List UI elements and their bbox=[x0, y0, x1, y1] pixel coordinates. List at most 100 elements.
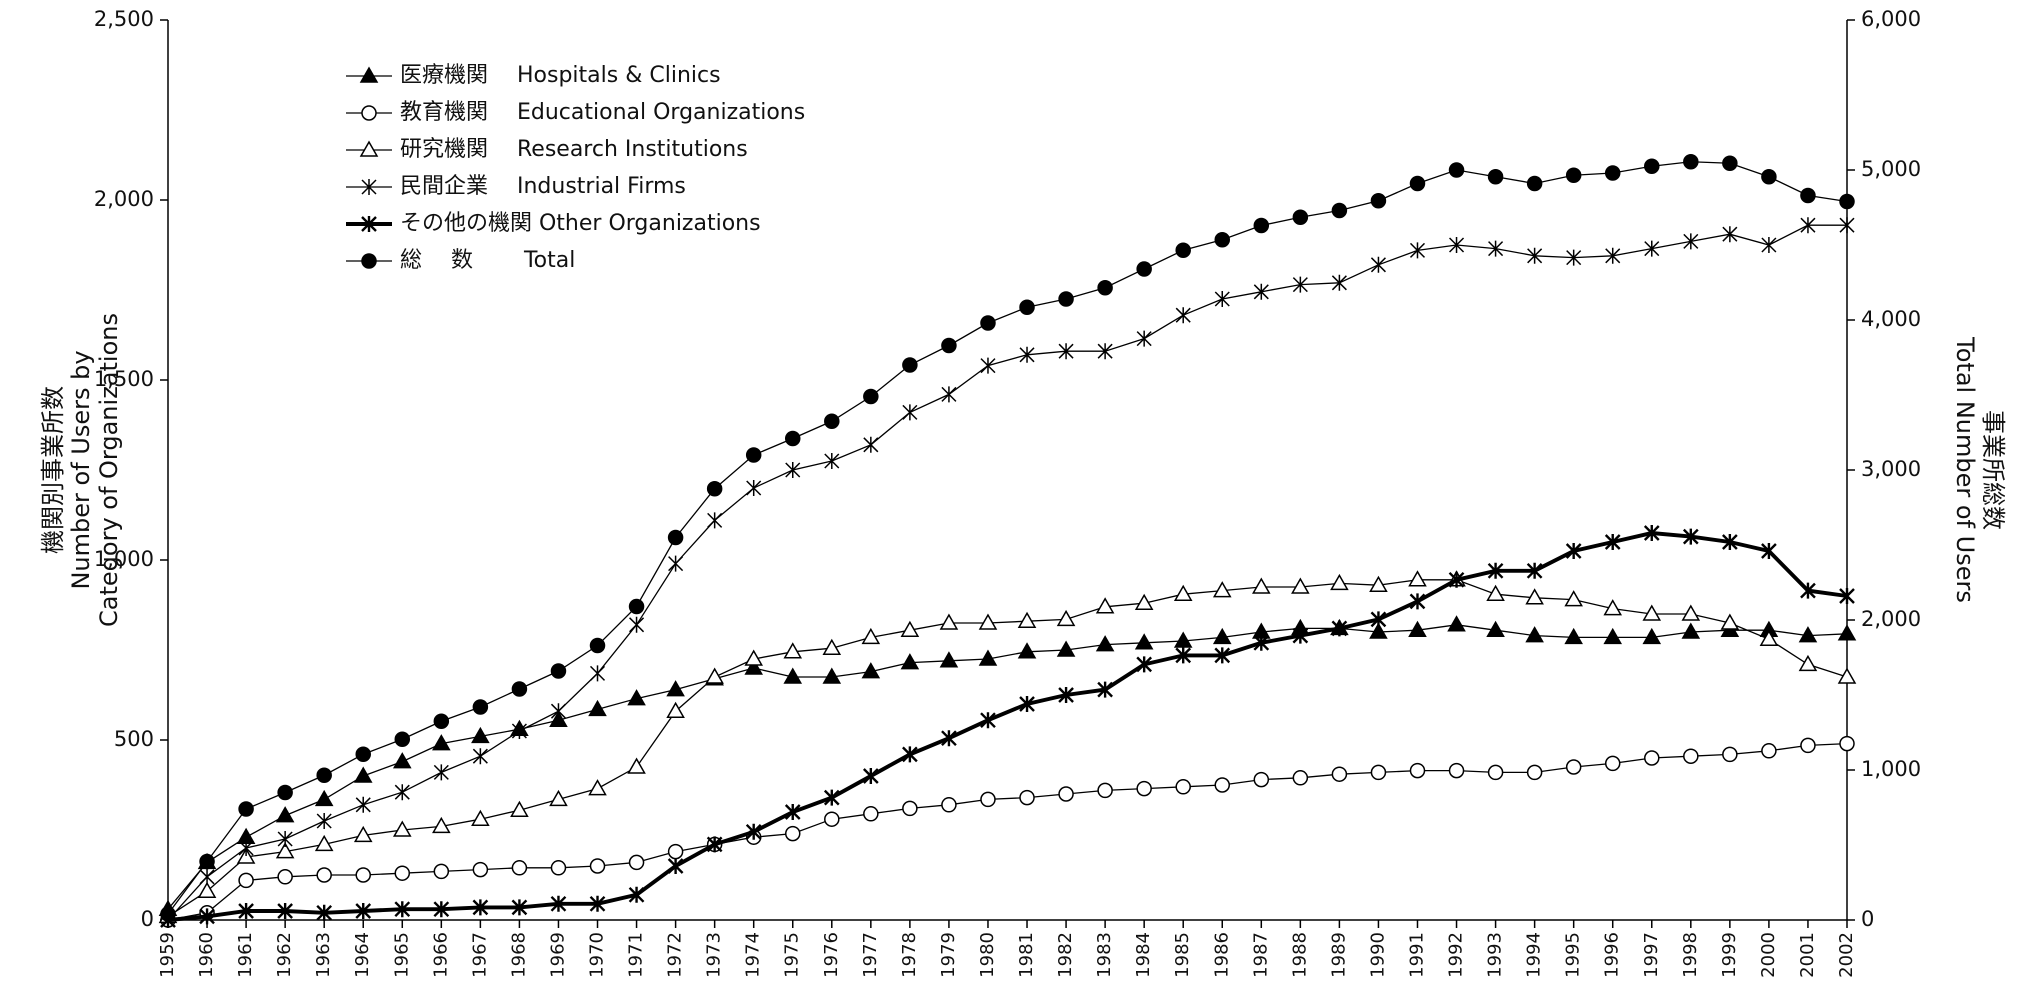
point bbox=[980, 357, 996, 374]
x-tick-label: 1977 bbox=[860, 932, 881, 978]
marker bbox=[589, 665, 606, 682]
marker bbox=[1565, 167, 1582, 183]
marker bbox=[1603, 599, 1623, 616]
point bbox=[1408, 570, 1427, 587]
marker bbox=[1644, 240, 1660, 257]
point bbox=[667, 529, 684, 546]
marker bbox=[783, 642, 803, 659]
x-tick-label: 1974 bbox=[743, 932, 764, 978]
marker bbox=[549, 789, 568, 807]
marker bbox=[1565, 543, 1582, 559]
point bbox=[550, 895, 567, 912]
point bbox=[472, 899, 489, 916]
y-tick-label: 1,500 bbox=[94, 367, 154, 391]
point bbox=[1837, 667, 1857, 684]
point bbox=[1604, 755, 1621, 772]
marker bbox=[1604, 534, 1621, 550]
x-tick-label: 1988 bbox=[1289, 932, 1310, 978]
point bbox=[706, 481, 723, 497]
point bbox=[1175, 307, 1191, 324]
marker bbox=[199, 868, 215, 885]
point bbox=[1682, 528, 1699, 545]
marker bbox=[277, 831, 293, 847]
point bbox=[471, 809, 490, 826]
point bbox=[707, 512, 723, 529]
x-tick-label: 1991 bbox=[1406, 932, 1427, 978]
marker bbox=[628, 886, 645, 903]
y-axis-label: 機関別事業所数 bbox=[39, 386, 67, 554]
marker bbox=[1448, 762, 1465, 779]
marker bbox=[823, 789, 840, 806]
series bbox=[160, 154, 1855, 922]
point bbox=[511, 899, 528, 916]
marker bbox=[472, 861, 489, 878]
legend-label: 医療機関 Hospitals & Clinics bbox=[400, 63, 721, 88]
marker bbox=[316, 767, 332, 783]
marker bbox=[1487, 169, 1504, 185]
point bbox=[978, 649, 998, 666]
marker bbox=[1097, 280, 1113, 296]
marker bbox=[1019, 696, 1035, 712]
point bbox=[1759, 629, 1779, 646]
point bbox=[1331, 766, 1348, 782]
marker bbox=[1136, 656, 1153, 673]
marker bbox=[1019, 789, 1035, 806]
marker bbox=[667, 843, 684, 860]
marker bbox=[353, 766, 373, 783]
y2-tick-label: 4,000 bbox=[1861, 307, 1921, 331]
marker bbox=[1408, 570, 1427, 587]
point bbox=[1644, 240, 1660, 257]
marker bbox=[588, 779, 607, 796]
x-tick-label: 1963 bbox=[313, 932, 334, 978]
point bbox=[1566, 249, 1582, 266]
marker bbox=[1214, 291, 1230, 307]
marker bbox=[1330, 573, 1349, 591]
marker bbox=[1681, 622, 1701, 639]
marker bbox=[472, 899, 489, 916]
marker bbox=[1056, 609, 1076, 627]
marker bbox=[902, 404, 918, 421]
x-tick-label: 1967 bbox=[469, 932, 490, 978]
marker bbox=[744, 658, 763, 675]
marker bbox=[1175, 307, 1191, 324]
marker bbox=[1253, 634, 1270, 651]
point bbox=[667, 843, 684, 860]
point bbox=[1839, 193, 1855, 210]
point bbox=[394, 865, 411, 881]
point bbox=[822, 667, 842, 684]
series-line bbox=[167, 624, 1848, 910]
marker bbox=[359, 66, 379, 83]
point bbox=[1292, 627, 1309, 644]
marker bbox=[314, 834, 334, 852]
marker bbox=[1722, 226, 1738, 243]
x-tick-label: 1968 bbox=[508, 932, 529, 978]
marker bbox=[1253, 771, 1270, 788]
marker bbox=[353, 825, 373, 843]
point bbox=[589, 665, 606, 682]
legend-item: 民間企業 Industrial Firms bbox=[346, 174, 686, 199]
point bbox=[353, 766, 373, 783]
y2-tick-label: 2,000 bbox=[1861, 607, 1921, 631]
marker bbox=[316, 813, 332, 829]
point bbox=[1058, 291, 1074, 307]
marker bbox=[1839, 193, 1855, 210]
marker bbox=[1565, 759, 1582, 775]
point bbox=[1839, 217, 1855, 234]
point bbox=[394, 784, 410, 801]
point bbox=[1214, 777, 1231, 793]
marker bbox=[1369, 575, 1388, 592]
marker bbox=[666, 680, 685, 697]
point bbox=[1681, 604, 1701, 621]
marker bbox=[862, 768, 879, 784]
marker bbox=[1644, 750, 1660, 766]
point bbox=[1800, 737, 1816, 754]
series-line bbox=[167, 224, 1847, 921]
marker bbox=[1095, 635, 1115, 652]
legend-label: 総 数 Total bbox=[400, 248, 575, 273]
point bbox=[1292, 770, 1309, 786]
x-tick-label: 1989 bbox=[1328, 932, 1349, 978]
point bbox=[588, 779, 607, 796]
marker bbox=[1447, 615, 1466, 632]
marker bbox=[471, 726, 490, 744]
marker bbox=[1448, 162, 1465, 178]
